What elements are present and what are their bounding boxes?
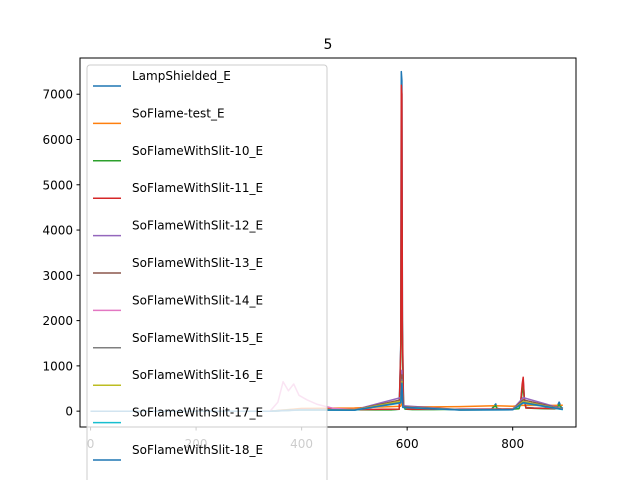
y-tick-label: 1000 xyxy=(42,359,73,373)
legend: LampShielded_E SoFlame-test_E SoFlameWithS… xyxy=(86,64,328,480)
y-axis: 0 1000 2000 3000 4000 5000 6000 7000 xyxy=(42,88,80,419)
legend-label: SoFlameWithSlit-12_E xyxy=(132,219,263,233)
legend-label: SoFlameWithSlit-17_E xyxy=(132,406,263,420)
legend-label: LampShielded_E xyxy=(132,69,231,83)
y-tick-label: 6000 xyxy=(42,133,73,147)
y-tick-label: 3000 xyxy=(42,269,73,283)
legend-box xyxy=(86,64,328,480)
chart-title: 5 xyxy=(324,37,333,53)
y-tick-label: 4000 xyxy=(42,224,73,238)
legend-label: SoFlameWithSlit-14_E xyxy=(132,293,263,307)
y-tick-label: 2000 xyxy=(42,314,73,328)
x-tick-label: 800 xyxy=(501,437,524,451)
y-tick-label: 7000 xyxy=(42,88,73,102)
legend-label: SoFlameWithSlit-16_E xyxy=(132,368,263,382)
legend-label: SoFlameWithSlit-18_E xyxy=(132,443,263,457)
plot-frame xyxy=(79,57,577,428)
legend-label: SoFlameWithSlit-15_E xyxy=(132,331,263,345)
y-tick-label: 5000 xyxy=(42,178,73,192)
legend-label: SoFlameWithSlit-11_E xyxy=(132,181,263,195)
y-tick-label: 0 xyxy=(65,405,73,419)
legend-label: SoFlameWithSlit-13_E xyxy=(132,256,263,270)
legend-label: SoFlame-test_E xyxy=(132,106,225,120)
x-tick-label: 600 xyxy=(396,437,419,451)
legend-label: SoFlameWithSlit-10_E xyxy=(132,144,263,158)
